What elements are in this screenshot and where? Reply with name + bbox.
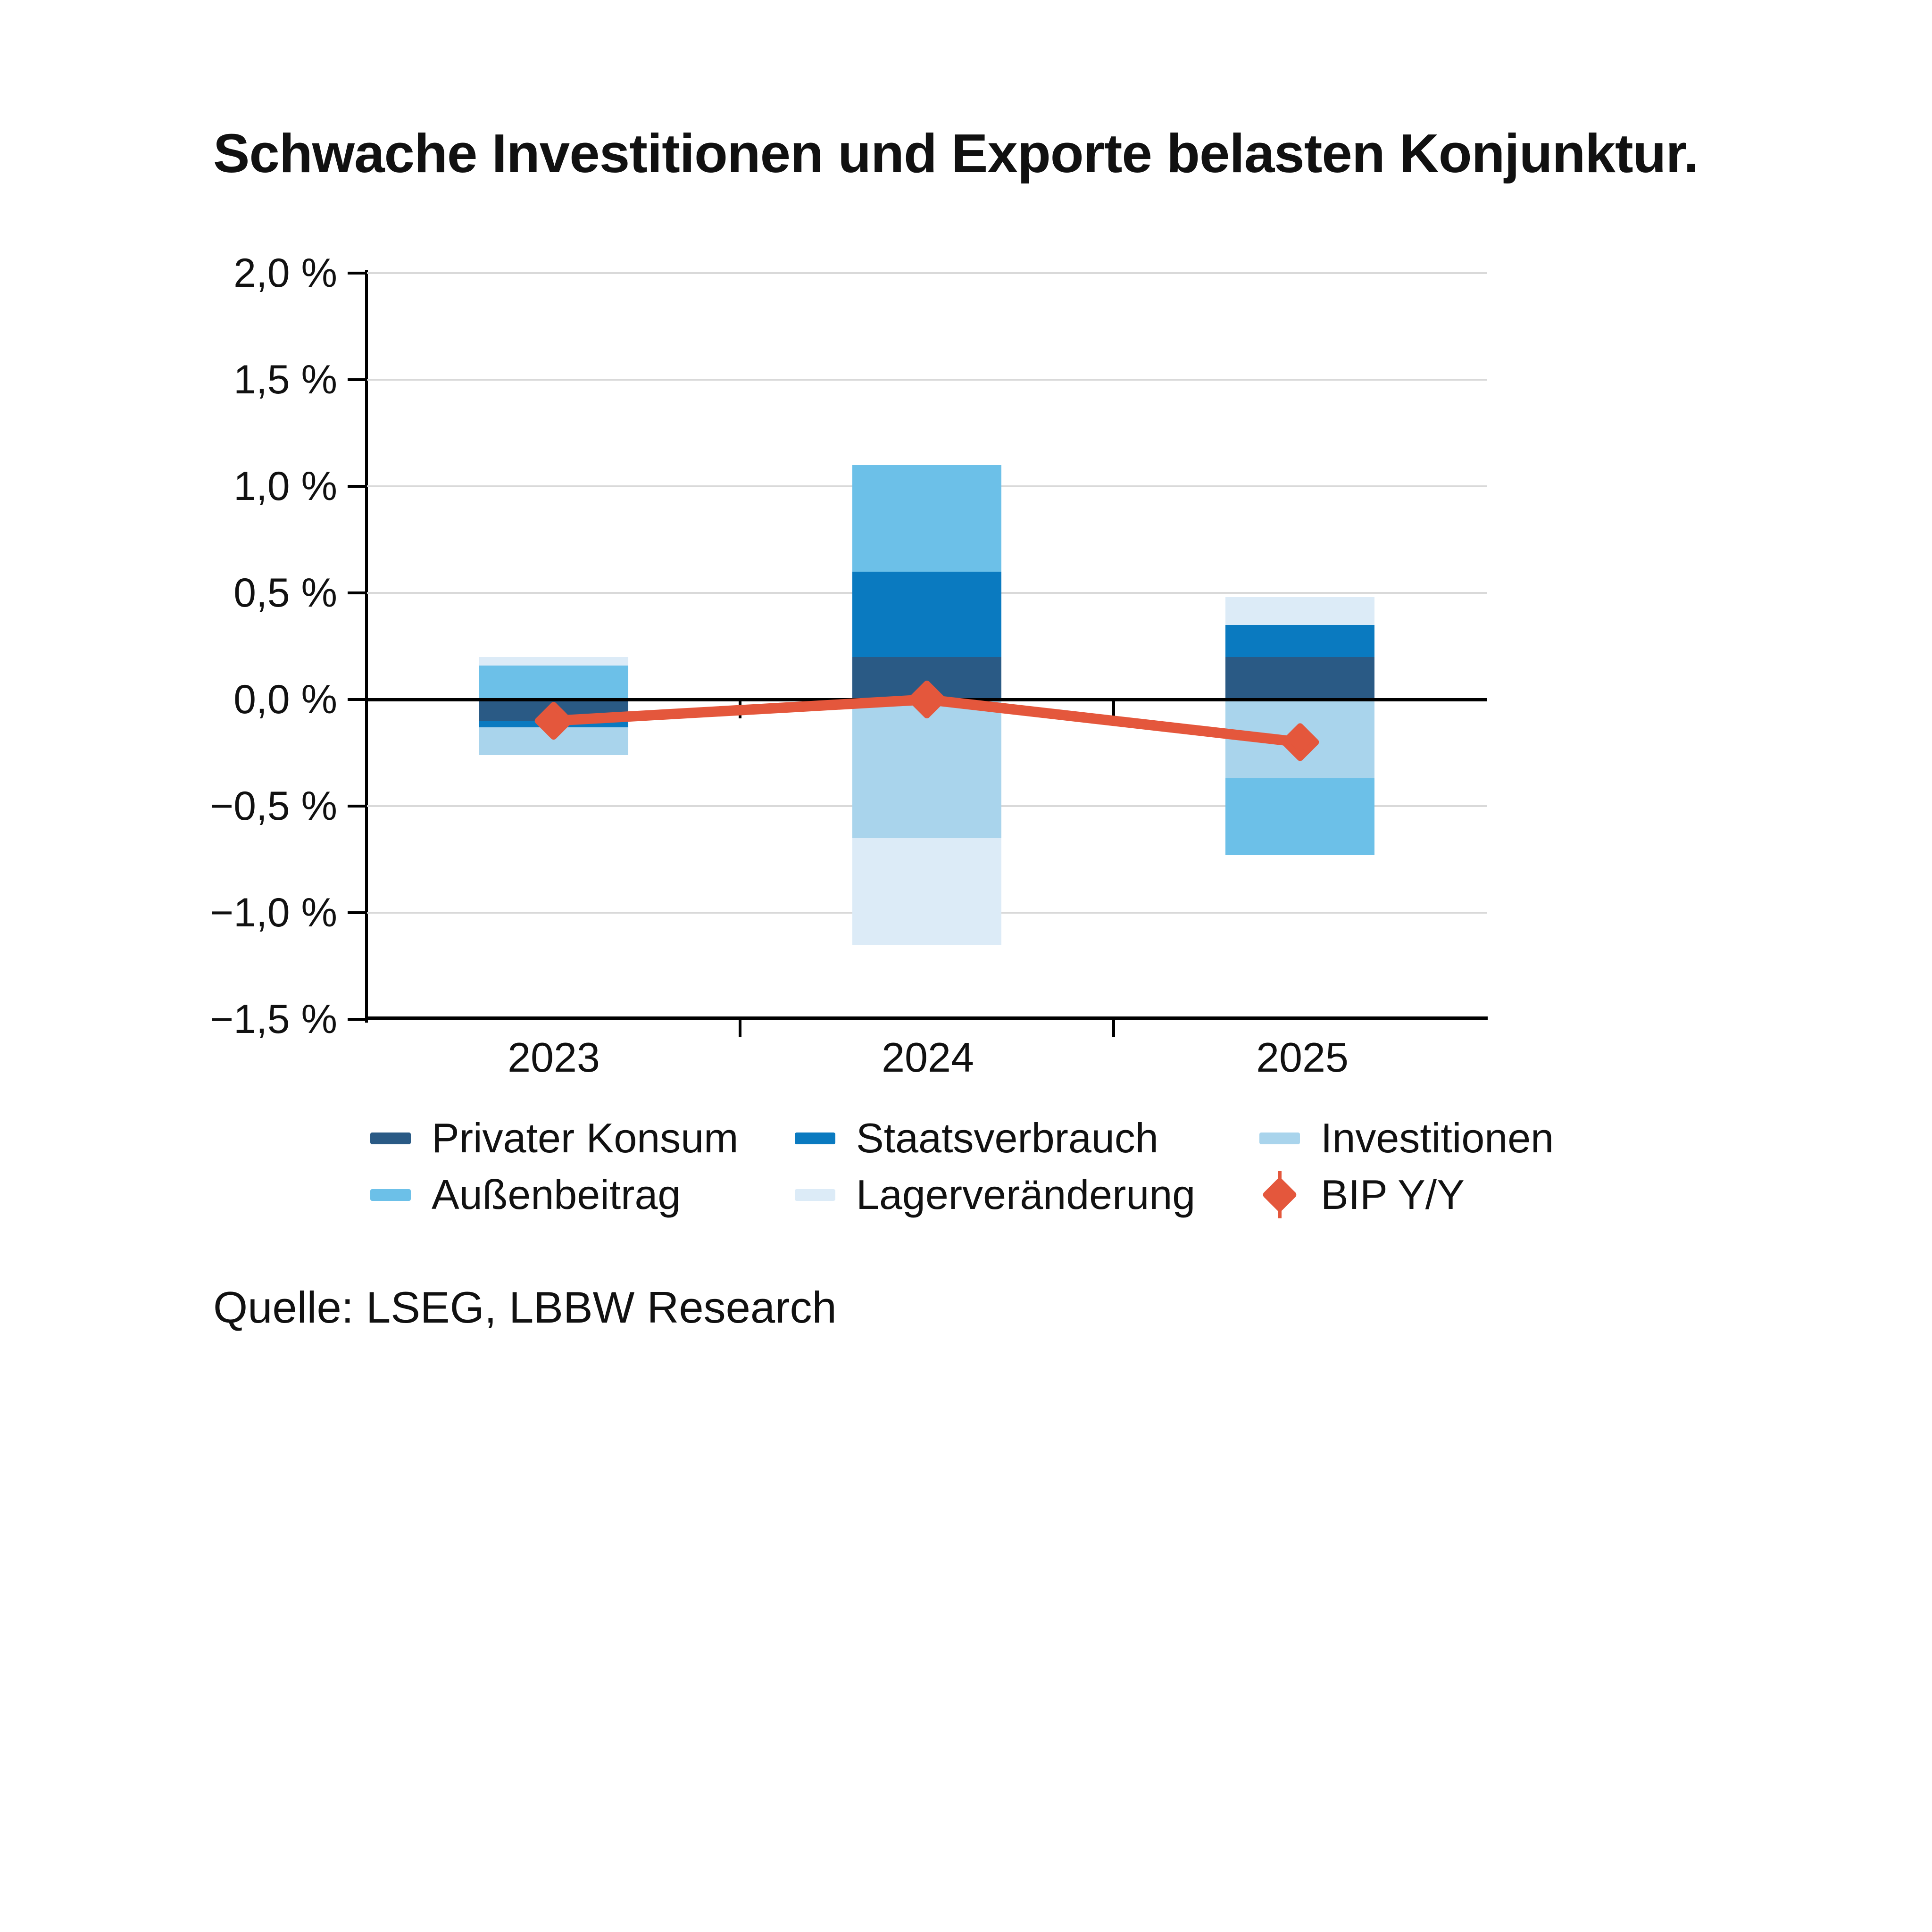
y-axis-tick bbox=[348, 272, 367, 275]
bar-segment-investitionen-2024 bbox=[852, 700, 1001, 838]
bar-segment-investitionen-2025 bbox=[1225, 700, 1375, 779]
legend-label: BIP Y/Y bbox=[1321, 1171, 1465, 1218]
legend-label: Investitionen bbox=[1321, 1115, 1554, 1161]
gridline bbox=[367, 379, 1487, 381]
y-axis-tick bbox=[348, 805, 367, 808]
y-axis-tick bbox=[348, 485, 367, 488]
x-axis-tick bbox=[739, 1018, 742, 1037]
bar-segment-au-enbeitrag-2024 bbox=[852, 465, 1001, 572]
lagerveraenderung-swatch-icon bbox=[795, 1189, 835, 1201]
legend-item-investitionen: Investitionen bbox=[1259, 1115, 1554, 1162]
aussenbeitrag-swatch-icon bbox=[370, 1189, 411, 1201]
y-axis-line bbox=[365, 270, 368, 1023]
x-axis-label-2025: 2025 bbox=[1256, 1034, 1349, 1081]
bar-segment-privater-konsum-2023 bbox=[479, 700, 628, 721]
legend-item-aussenbeitrag: Außenbeitrag bbox=[370, 1171, 681, 1218]
y-axis-label: 0,5 % bbox=[233, 570, 337, 616]
y-axis-tick bbox=[348, 911, 367, 914]
investitionen-swatch-icon bbox=[1259, 1132, 1300, 1144]
y-axis-label: −1,5 % bbox=[209, 997, 337, 1042]
bar-segment-lagerver-nderung-2025 bbox=[1225, 597, 1375, 625]
y-axis-label: −0,5 % bbox=[209, 783, 337, 829]
x-axis-tick bbox=[1112, 700, 1115, 718]
x-axis-label-2024: 2024 bbox=[882, 1034, 974, 1081]
staatsverbrauch-swatch-icon bbox=[795, 1132, 835, 1144]
y-axis-tick bbox=[348, 698, 367, 701]
bar-segment-lagerver-nderung-2023 bbox=[479, 657, 628, 666]
legend-label: Lagerveränderung bbox=[856, 1171, 1196, 1218]
y-axis-tick bbox=[348, 591, 367, 594]
bar-segment-privater-konsum-2025 bbox=[1225, 657, 1375, 700]
y-axis-tick bbox=[348, 1018, 367, 1021]
x-axis-tick bbox=[1112, 1018, 1115, 1037]
legend-item-staatsverbrauch: Staatsverbrauch bbox=[795, 1115, 1158, 1162]
privater-konsum-swatch-icon bbox=[370, 1132, 411, 1144]
legend-label: Staatsverbrauch bbox=[856, 1115, 1158, 1161]
legend-item-privater-konsum: Privater Konsum bbox=[370, 1115, 738, 1162]
bar-segment-staatsverbrauch-2023 bbox=[479, 721, 628, 727]
zero-baseline bbox=[367, 698, 1487, 701]
x-axis-tick bbox=[739, 700, 742, 718]
bar-segment-au-enbeitrag-2025 bbox=[1225, 778, 1375, 855]
y-axis-tick bbox=[348, 378, 367, 381]
bar-segment-staatsverbrauch-2024 bbox=[852, 571, 1001, 657]
bar-segment-investitionen-2023 bbox=[479, 727, 628, 755]
bar-segment-lagerver-nderung-2024 bbox=[852, 838, 1001, 945]
bip-diamond-icon bbox=[1259, 1171, 1300, 1218]
legend-item-bip: BIP Y/Y bbox=[1259, 1171, 1465, 1218]
chart-title: Schwache Investitionen und Exporte belas… bbox=[213, 123, 1699, 184]
legend-label: Privater Konsum bbox=[432, 1115, 739, 1161]
y-axis-label: 1,0 % bbox=[233, 464, 337, 509]
bar-segment-privater-konsum-2024 bbox=[852, 657, 1001, 700]
y-axis-label: −1,0 % bbox=[209, 890, 337, 935]
x-axis-bottom-line bbox=[365, 1016, 1488, 1020]
gridline bbox=[367, 272, 1487, 274]
legend-label: Außenbeitrag bbox=[432, 1171, 681, 1218]
y-axis-label: 1,5 % bbox=[233, 357, 337, 402]
legend-item-lagerveraenderung: Lagerveränderung bbox=[795, 1171, 1195, 1218]
y-axis-label: 0,0 % bbox=[233, 677, 337, 722]
bar-segment-staatsverbrauch-2025 bbox=[1225, 625, 1375, 657]
bar-segment-au-enbeitrag-2023 bbox=[479, 665, 628, 700]
x-axis-label-2023: 2023 bbox=[508, 1034, 600, 1081]
y-axis-label: 2,0 % bbox=[233, 250, 337, 296]
source-caption: Quelle: LSEG, LBBW Research bbox=[213, 1282, 837, 1332]
